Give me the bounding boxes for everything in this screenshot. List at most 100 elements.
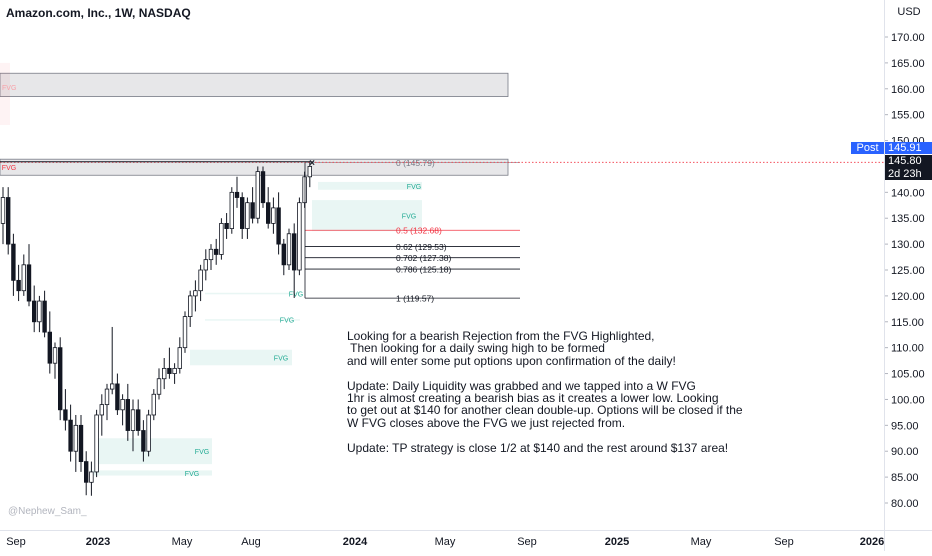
- price-ticks: 170.00165.00160.00155.00150.00145.00140.…: [885, 32, 925, 510]
- time-tick-label: 2026: [860, 536, 884, 548]
- post-market-label: Post: [851, 142, 884, 154]
- fvg-zone: [205, 319, 300, 321]
- candle-up: [21, 264, 26, 292]
- fvg-zone: [95, 438, 212, 465]
- currency-label[interactable]: USD: [897, 6, 921, 18]
- candle-up: [245, 202, 250, 229]
- candle-up: [161, 367, 167, 380]
- candle-up: [302, 176, 307, 204]
- candle-down: [47, 331, 52, 364]
- candle-up: [0, 197, 6, 224]
- candle-up: [94, 414, 99, 473]
- price-tick-label: 125.00: [891, 265, 925, 277]
- fvg-label: FVG: [195, 449, 209, 456]
- price-tick-label: 140.00: [891, 187, 925, 199]
- time-tick-label: Sep: [6, 536, 26, 548]
- candle-up: [130, 409, 136, 431]
- price-tick-label: 170.00: [891, 32, 925, 44]
- fib-level-label: 0.702 (127.38): [396, 253, 451, 263]
- time-tick-label: 2025: [605, 536, 629, 548]
- fib-level-label: 1 (119.57): [396, 294, 434, 304]
- candle-up: [120, 399, 125, 411]
- candle-up: [219, 222, 224, 255]
- candle-down: [63, 409, 68, 421]
- candle-up: [151, 393, 156, 416]
- candle-down: [32, 300, 37, 323]
- time-axis[interactable]: Sep 2023 May Aug 2024 May Sep 2025 May Sep 2026: [0, 530, 884, 551]
- candle-up: [297, 202, 302, 271]
- time-tick-label: Sep: [517, 536, 537, 548]
- axis-corner: [884, 530, 932, 551]
- candle-up: [198, 269, 203, 292]
- candle-up: [37, 300, 42, 323]
- fvg-zone: [0, 72, 509, 97]
- candle-up: [203, 259, 208, 271]
- candle-up: [271, 207, 276, 224]
- time-tick-label: May: [435, 536, 456, 548]
- bar-countdown: 2d 23h: [885, 168, 932, 180]
- price-tick-label: 115.00: [891, 317, 924, 329]
- candle-down: [78, 424, 84, 462]
- price-tick-label: 165.00: [891, 58, 925, 70]
- price-tick-label: 80.00: [891, 498, 919, 510]
- candle-down: [239, 197, 245, 229]
- candle-down: [234, 191, 240, 198]
- candle-down: [11, 243, 16, 281]
- symbol-title[interactable]: Amazon.com, Inc., 1W, NASDAQ: [6, 6, 191, 20]
- price-tick-label: 105.00: [891, 369, 925, 381]
- price-tick-label: 135.00: [891, 213, 925, 225]
- candle-down: [84, 461, 89, 483]
- candle-up: [187, 295, 193, 317]
- candle-up: [177, 347, 182, 369]
- price-tick-label: 90.00: [891, 446, 919, 458]
- last-price-tag: 145.80: [885, 155, 932, 168]
- fvg-label: FVG: [2, 165, 16, 172]
- fvg-label: FVG: [274, 356, 288, 363]
- price-tick-label: 95.00: [891, 420, 919, 432]
- time-tick-label: May: [691, 536, 712, 548]
- price-tick-label: 85.00: [891, 472, 919, 484]
- candle-up: [172, 367, 177, 374]
- candle-up: [104, 388, 110, 406]
- price-tick-label: 160.00: [891, 84, 925, 96]
- candle-down: [265, 202, 271, 224]
- fvg-label: FVG: [289, 292, 303, 299]
- candle-down: [16, 279, 21, 292]
- price-tick-label: 110.00: [891, 343, 924, 355]
- candle-up: [146, 414, 151, 452]
- fvg-zone: [312, 200, 422, 232]
- fvg-zone: [205, 292, 300, 295]
- candle-down: [141, 430, 146, 452]
- price-tick-label: 120.00: [891, 291, 925, 303]
- candle-down: [276, 207, 281, 245]
- candle-up: [255, 171, 260, 219]
- candle-up: [193, 290, 198, 297]
- candle-up: [182, 316, 188, 349]
- candle-up: [73, 424, 78, 452]
- fib-level-label: 0.62 (129.53): [396, 242, 447, 252]
- candle-down: [125, 399, 130, 431]
- candle-up: [99, 404, 104, 416]
- time-tick-label: May: [172, 536, 193, 548]
- candle-down: [58, 347, 63, 411]
- analysis-notes: Looking for a bearish Rejection from the…: [347, 329, 743, 455]
- candle-up: [89, 471, 94, 483]
- fvg-label: FVG: [185, 471, 199, 478]
- fvg-zone: [318, 181, 422, 190]
- candle-down: [250, 202, 255, 219]
- price-axis[interactable]: USD 170.00165.00160.00155.00150.00145.00…: [884, 0, 932, 530]
- candle-up: [307, 166, 312, 178]
- time-tick-label: Sep: [774, 536, 794, 548]
- time-tick-label: 2023: [86, 536, 110, 548]
- price-tick-label: 100.00: [891, 394, 925, 406]
- fvg-label: FVG: [280, 318, 294, 325]
- fib-level-label: 0.786 (125.18): [396, 265, 451, 275]
- candle-down: [291, 233, 297, 271]
- fvg-label: FVG: [407, 184, 421, 191]
- candle-down: [224, 222, 229, 229]
- candle-down: [42, 300, 47, 333]
- chart-area[interactable]: FVG FVG FVG FVG FVG FVG FVG FVG FVG 0 (145.79) 0.5…: [0, 0, 884, 530]
- candle-down: [281, 243, 286, 266]
- chart-canvas[interactable]: FVG FVG FVG FVG FVG FVG FVG FVG FVG 0 (145.79) 0.5…: [0, 0, 884, 530]
- fvg-label: FVG: [402, 214, 416, 221]
